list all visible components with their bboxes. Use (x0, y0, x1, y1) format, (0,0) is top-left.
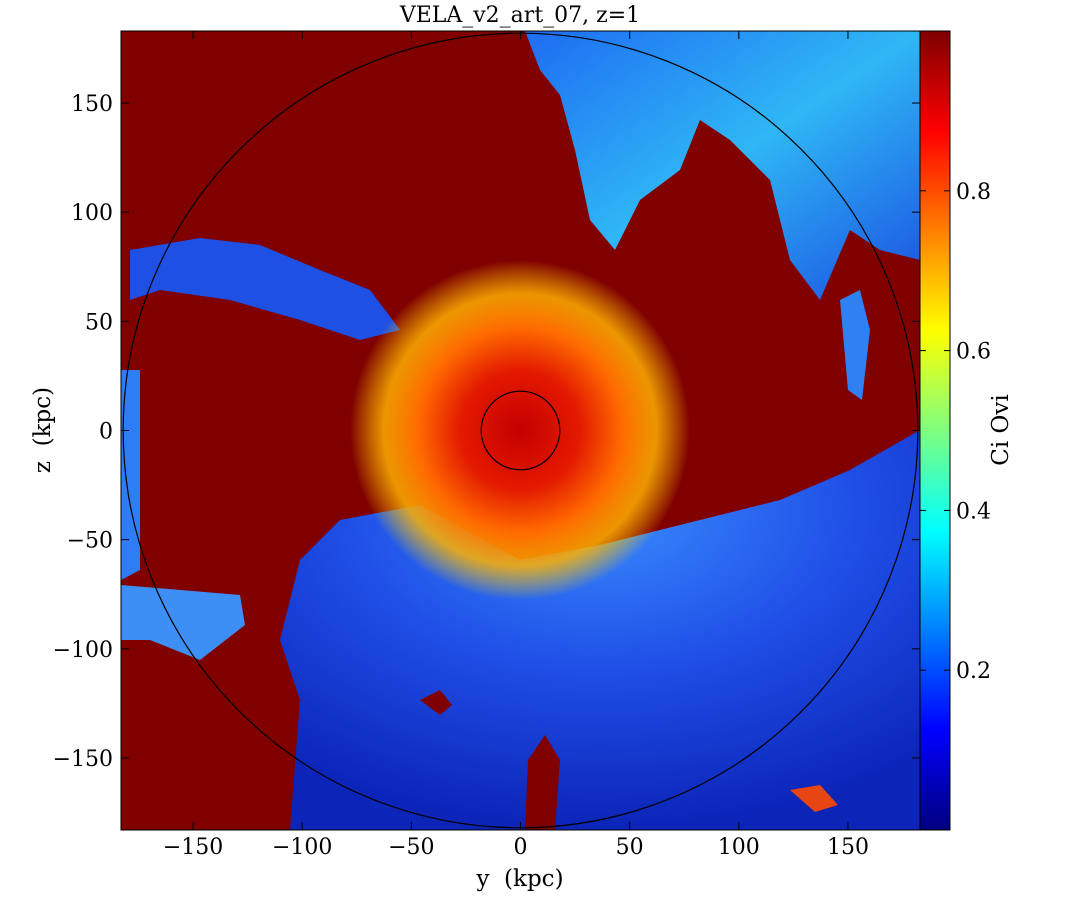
y-axis-label: z (kpc) (30, 387, 56, 473)
turbulent-disc (350, 260, 690, 600)
maroon-south-intrusion (525, 735, 560, 830)
y-axis-ticks: 150 100 50 0 −50 −100 −150 (53, 92, 920, 772)
chart-title: VELA_v2_art_07, z=1 (399, 3, 640, 28)
x-tick-label: −100 (272, 835, 332, 860)
y-tick-label: 100 (71, 201, 113, 226)
x-axis-label: y (kpc) (475, 866, 563, 892)
x-tick-label: −150 (163, 835, 223, 860)
y-tick-label: 150 (71, 92, 113, 117)
x-tick-label: 100 (718, 835, 760, 860)
colorbar (919, 30, 951, 831)
y-tick-label: 50 (85, 310, 113, 335)
x-axis-ticks: −150 −100 −50 0 50 100 150 (163, 31, 869, 860)
left-lower-band (121, 585, 245, 660)
y-tick-label: −100 (53, 638, 113, 663)
colorbar-tick-label: 0.4 (956, 499, 991, 524)
maroon-south-blob (420, 690, 452, 715)
heatmap-image (121, 31, 920, 830)
x-tick-label: 0 (514, 835, 528, 860)
colorbar-tick-label: 0.8 (956, 180, 991, 205)
colorbar-tick-label: 0.2 (956, 659, 991, 684)
orange-south-feature (790, 785, 838, 812)
blue-northeast-region (525, 31, 920, 300)
y-tick-label: −50 (67, 529, 113, 554)
colorbar-ticks: 0.2 0.4 0.6 0.8 (920, 180, 991, 684)
blue-east-drip (840, 290, 870, 400)
x-tick-label: −50 (388, 835, 434, 860)
y-tick-label: −150 (53, 747, 113, 772)
x-tick-label: 50 (616, 835, 644, 860)
x-tick-label: 150 (827, 835, 869, 860)
northwest-plume (130, 238, 400, 340)
circle-inner (480, 390, 561, 471)
colorbar-tick-label: 0.6 (956, 340, 991, 365)
colorbar-label: Ci Ovi (988, 394, 1014, 465)
y-tick-label: 0 (99, 420, 113, 445)
